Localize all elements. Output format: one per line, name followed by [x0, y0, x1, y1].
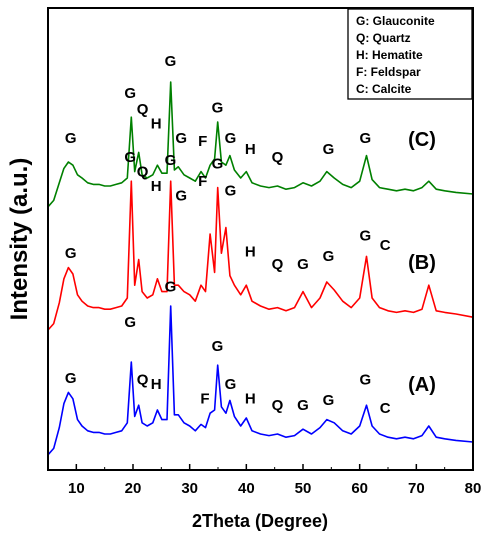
- x-tick-label: 70: [408, 480, 425, 497]
- peak-label: G: [165, 279, 177, 296]
- peak-label: G: [165, 53, 177, 70]
- peak-label: C: [380, 237, 391, 254]
- pattern-label: (B): [408, 252, 436, 274]
- legend-entry: H: Hematite: [356, 48, 423, 62]
- peak-label: G: [359, 130, 371, 147]
- peak-label: H: [151, 115, 162, 132]
- pattern-label: (C): [408, 129, 436, 151]
- peak-label: C: [380, 400, 391, 417]
- legend-entry: G: Glauconite: [356, 14, 435, 28]
- peak-label: H: [245, 243, 256, 260]
- peak-label: G: [359, 227, 371, 244]
- peak-label: G: [65, 245, 77, 262]
- x-tick-label: 80: [465, 480, 482, 497]
- peak-label: F: [198, 173, 207, 190]
- series-line-0: [47, 305, 474, 456]
- peak-label: G: [165, 152, 177, 169]
- peak-label: H: [151, 178, 162, 195]
- peak-label: Q: [137, 101, 149, 118]
- legend-frame: [347, 8, 473, 100]
- peak-label: G: [175, 130, 187, 147]
- peak-label: G: [323, 392, 335, 409]
- series-layer: [47, 81, 474, 456]
- plot-frame: [47, 7, 474, 471]
- peak-label: F: [200, 391, 209, 408]
- peak-label: G: [65, 130, 77, 147]
- y-axis-title: Intensity (a.u.): [6, 158, 33, 321]
- peak-label: Q: [272, 256, 284, 273]
- x-axis-title: 2Theta (Degree): [192, 511, 328, 531]
- peak-label: H: [151, 376, 162, 393]
- peak-label: G: [124, 314, 136, 331]
- peak-label: G: [212, 338, 224, 355]
- legend-box: G: Glauconite Q: Quartz H: Hematite F: Feld…: [347, 8, 473, 100]
- x-tick-label: 50: [295, 480, 312, 497]
- peak-label: Q: [272, 397, 284, 414]
- peak-label: G: [225, 130, 237, 147]
- peak-label: G: [297, 256, 309, 273]
- x-tick-label: 40: [238, 480, 255, 497]
- pattern-label: (A): [408, 374, 436, 396]
- peak-label: G: [65, 370, 77, 387]
- peak-label: G: [225, 183, 237, 200]
- peak-label: G: [359, 371, 371, 388]
- peak-label: G: [212, 155, 224, 172]
- legend-entry: Q: Quartz: [356, 31, 411, 45]
- x-tick-label: 10: [68, 480, 85, 497]
- series-line-1: [47, 180, 474, 331]
- peak-label: G: [225, 376, 237, 393]
- legend-entry: F: Feldspar: [356, 65, 421, 79]
- peak-label: H: [245, 141, 256, 158]
- legend-entry: C: Calcite: [356, 82, 412, 96]
- peak-label: Q: [272, 149, 284, 166]
- peak-label: F: [198, 133, 207, 150]
- peak-label: G: [323, 248, 335, 265]
- x-tick-label: 30: [181, 480, 198, 497]
- peak-label: G: [212, 99, 224, 116]
- axes-layer: [47, 7, 474, 471]
- x-tick-label: 20: [125, 480, 142, 497]
- peak-label: G: [124, 149, 136, 166]
- series-line-2: [47, 81, 474, 208]
- peak-label: G: [124, 85, 136, 102]
- peak-label: G: [323, 141, 335, 158]
- x-tick-layer: 10 20 30 40 50 60 70 80: [47, 464, 482, 497]
- peak-label: G: [175, 187, 187, 204]
- peak-label: H: [245, 391, 256, 408]
- x-tick-label: 60: [351, 480, 368, 497]
- peak-label: G: [297, 397, 309, 414]
- peak-label: Q: [137, 163, 149, 180]
- peak-label: Q: [137, 371, 149, 388]
